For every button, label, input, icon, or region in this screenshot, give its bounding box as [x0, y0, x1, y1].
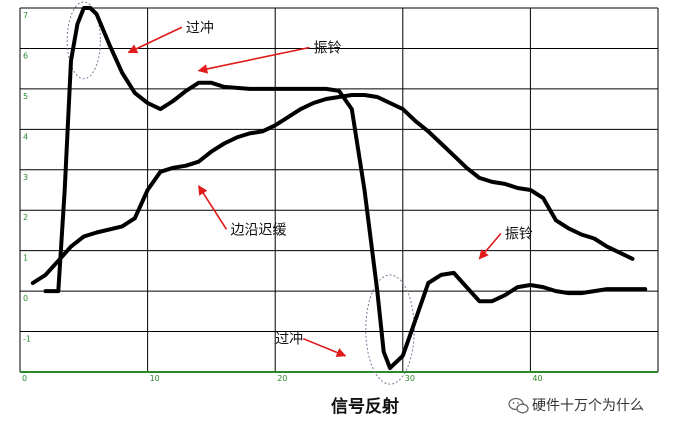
annotation-arrow [197, 185, 228, 230]
annotation-label: 振铃 [505, 227, 533, 243]
annotation-label: 过冲 [186, 20, 214, 36]
y-tick-label: 1 [23, 254, 28, 263]
watermark-text: 硬件十万个为什么 [532, 398, 644, 414]
series-lines [30, 6, 648, 370]
watermark: 硬件十万个为什么 [508, 397, 644, 414]
y-tick-label: 7 [23, 11, 28, 20]
x-tick-label: 10 [150, 374, 160, 383]
x-tick-label: 40 [532, 374, 542, 383]
wechat-icon [508, 397, 529, 414]
annotation-arrow [302, 337, 347, 358]
y-tick-label: 0 [23, 294, 28, 303]
tick-labels: 0 10 20 30 40 -1 0 1 2 3 4 5 6 7 [22, 11, 543, 383]
series-line-2 [30, 93, 635, 285]
y-tick-label: 3 [23, 173, 28, 182]
chart-caption: 信号反射 [331, 396, 399, 417]
highlight-ellipse [365, 274, 415, 385]
x-tick-label: 30 [405, 374, 415, 383]
annotation-arrow [127, 26, 183, 54]
highlight-ellipse [66, 1, 101, 80]
y-tick-label: -1 [23, 335, 31, 344]
annotation-label: 振铃 [313, 40, 341, 56]
highlight-ellipses [66, 1, 415, 385]
annotation-label: 过冲 [275, 332, 303, 348]
y-tick-label: 6 [23, 51, 28, 60]
y-tick-label: 2 [23, 213, 28, 222]
series-line-1 [43, 6, 648, 370]
annotation-arrow [478, 233, 502, 260]
y-tick-label: 4 [23, 132, 28, 141]
x-tick-label: 0 [22, 374, 27, 383]
y-tick-label: 5 [23, 92, 28, 101]
annotation-label: 边沿迟缓 [231, 222, 287, 238]
x-tick-label: 20 [277, 374, 287, 383]
annotation-arrow [197, 46, 310, 74]
